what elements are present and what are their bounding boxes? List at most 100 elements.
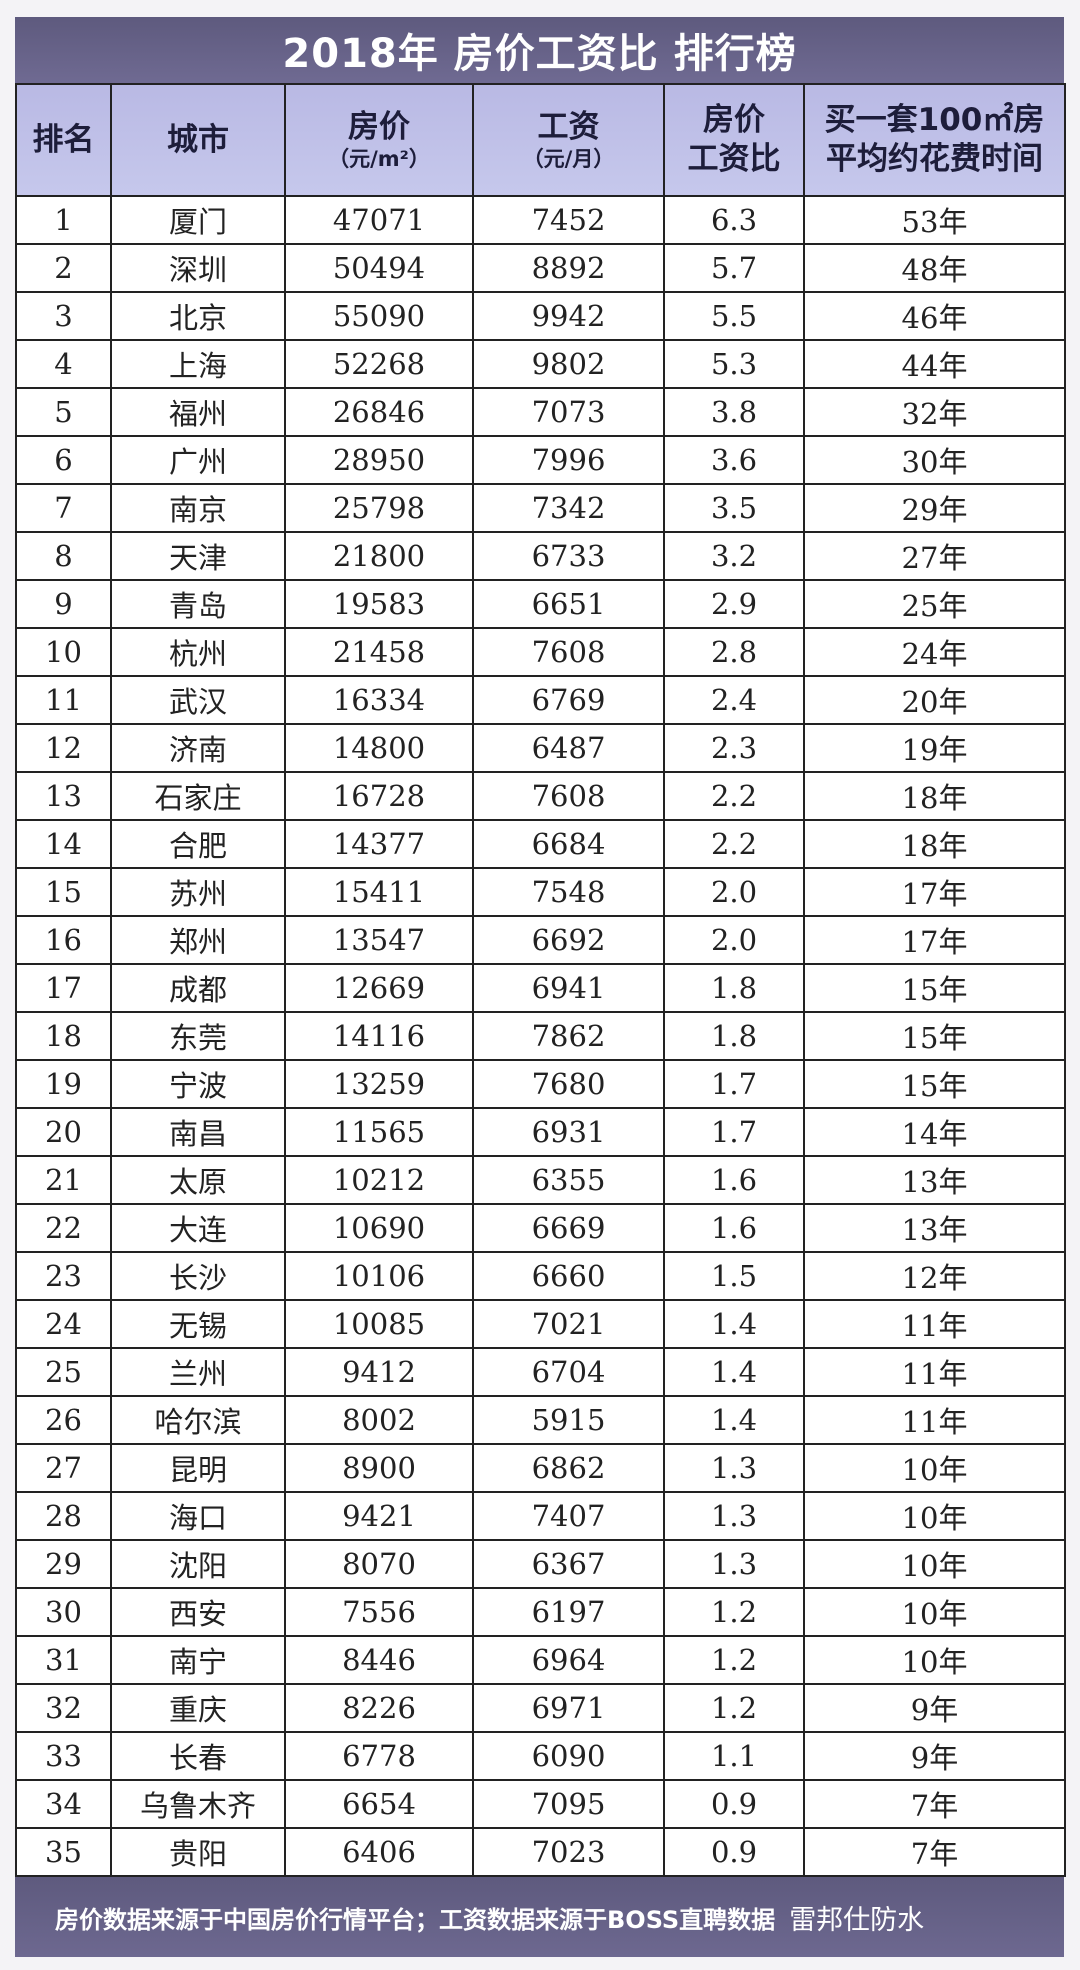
- table-cell: 4: [15, 339, 112, 389]
- table-cell: 7680: [472, 1059, 665, 1109]
- table-row: 14 合肥 14377 6684 2.2 18年: [15, 819, 1066, 869]
- table-cell: 3.5: [663, 483, 805, 533]
- table-cell: 哈尔滨: [110, 1395, 286, 1445]
- table-cell: 20年: [803, 675, 1066, 725]
- table-cell: 9年: [803, 1731, 1066, 1781]
- table-cell: 2: [15, 243, 112, 293]
- table-cell: 6971: [472, 1683, 665, 1733]
- table-cell: 6862: [472, 1443, 665, 1493]
- table-cell: 8446: [284, 1635, 474, 1685]
- table-cell: 广州: [110, 435, 286, 485]
- table-row: 28 海口 9421 7407 1.3 10年: [15, 1491, 1066, 1541]
- column-header-main: 买一套100㎡房: [824, 102, 1045, 139]
- table-cell: 23: [15, 1251, 112, 1301]
- table-cell: 15年: [803, 963, 1066, 1013]
- table-cell: 7548: [472, 867, 665, 917]
- table-cell: 6964: [472, 1635, 665, 1685]
- table-cell: 30: [15, 1587, 112, 1637]
- table-cell: 48年: [803, 243, 1066, 293]
- table-cell: 14800: [284, 723, 474, 773]
- table-cell: 7: [15, 483, 112, 533]
- table-row: 24 无锡 10085 7021 1.4 11年: [15, 1299, 1066, 1349]
- table-row: 5 福州 26846 7073 3.8 32年: [15, 387, 1066, 437]
- table-cell: 53年: [803, 195, 1066, 245]
- table-cell: 16334: [284, 675, 474, 725]
- table-cell: 厦门: [110, 195, 286, 245]
- table-cell: 石家庄: [110, 771, 286, 821]
- table-cell: 50494: [284, 243, 474, 293]
- table-cell: 西安: [110, 1587, 286, 1637]
- table-cell: 22: [15, 1203, 112, 1253]
- table-cell: 沈阳: [110, 1539, 286, 1589]
- column-header: 房价 （元/m²）: [284, 83, 474, 197]
- table-cell: 6654: [284, 1779, 474, 1829]
- table-cell: 27: [15, 1443, 112, 1493]
- table-cell: 8226: [284, 1683, 474, 1733]
- column-header-main: 房价: [348, 108, 410, 145]
- table-cell: 28: [15, 1491, 112, 1541]
- table-row: 8 天津 21800 6733 3.2 27年: [15, 531, 1066, 581]
- table-cell: 6: [15, 435, 112, 485]
- table-cell: 1.8: [663, 1011, 805, 1061]
- table-cell: 14: [15, 819, 112, 869]
- table-cell: 15: [15, 867, 112, 917]
- table-cell: 2.0: [663, 867, 805, 917]
- table-row: 23 长沙 10106 6660 1.5 12年: [15, 1251, 1066, 1301]
- table-cell: 19年: [803, 723, 1066, 773]
- table-cell: 27年: [803, 531, 1066, 581]
- table-cell: 1.2: [663, 1635, 805, 1685]
- table-cell: 10年: [803, 1635, 1066, 1685]
- table-cell: 10690: [284, 1203, 474, 1253]
- table-cell: 14377: [284, 819, 474, 869]
- table-cell: 6778: [284, 1731, 474, 1781]
- table-cell: 2.3: [663, 723, 805, 773]
- table-row: 10 杭州 21458 7608 2.8 24年: [15, 627, 1066, 677]
- table-cell: 1.2: [663, 1683, 805, 1733]
- table-cell: 21: [15, 1155, 112, 1205]
- table-cell: 9412: [284, 1347, 474, 1397]
- table-row: 9 青岛 19583 6651 2.9 25年: [15, 579, 1066, 629]
- table-cell: 6487: [472, 723, 665, 773]
- table-cell: 21458: [284, 627, 474, 677]
- table-cell: 北京: [110, 291, 286, 341]
- table-cell: 8: [15, 531, 112, 581]
- table-cell: 13259: [284, 1059, 474, 1109]
- source-text: 房价数据来源于中国房价行情平台；工资数据来源于BOSS直聘数据: [55, 1905, 776, 1934]
- table-cell: 10年: [803, 1491, 1066, 1541]
- table-cell: 9942: [472, 291, 665, 341]
- table-row: 22 大连 10690 6669 1.6 13年: [15, 1203, 1066, 1253]
- table-cell: 7996: [472, 435, 665, 485]
- table-cell: 0.9: [663, 1827, 805, 1877]
- table-cell: 24: [15, 1299, 112, 1349]
- table-cell: 7年: [803, 1827, 1066, 1877]
- table-cell: 8002: [284, 1395, 474, 1445]
- table-cell: 宁波: [110, 1059, 286, 1109]
- table-cell: 12年: [803, 1251, 1066, 1301]
- table-row: 16 郑州 13547 6692 2.0 17年: [15, 915, 1066, 965]
- column-header: 工资 （元/月）: [472, 83, 665, 197]
- table-cell: 10212: [284, 1155, 474, 1205]
- table-cell: 7021: [472, 1299, 665, 1349]
- table-cell: 1.8: [663, 963, 805, 1013]
- table-cell: 0.9: [663, 1779, 805, 1829]
- footer-source-note: 房价数据来源于中国房价行情平台；工资数据来源于BOSS直聘数据 雷邦仕防水: [15, 1877, 1064, 1957]
- table-cell: 25年: [803, 579, 1066, 629]
- column-header-main: 房价: [703, 102, 765, 139]
- table-cell: 7023: [472, 1827, 665, 1877]
- table-cell: 13年: [803, 1203, 1066, 1253]
- table-cell: 2.8: [663, 627, 805, 677]
- table-cell: 2.0: [663, 915, 805, 965]
- table-cell: 5.7: [663, 243, 805, 293]
- table-cell: 6931: [472, 1107, 665, 1157]
- table-cell: 11年: [803, 1299, 1066, 1349]
- table-cell: 2.9: [663, 579, 805, 629]
- ranking-table-card: 2018年 房价工资比 排行榜 排名 城市 房价 （元/m²） 工资 （元/月） 房价 工资比…: [15, 17, 1066, 1957]
- column-header: 房价 工资比: [663, 83, 805, 197]
- watermark-text: 雷邦仕防水: [789, 1904, 925, 1936]
- table-cell: 1.7: [663, 1107, 805, 1157]
- table-cell: 13年: [803, 1155, 1066, 1205]
- table-cell: 1: [15, 195, 112, 245]
- table-row: 21 太原 10212 6355 1.6 13年: [15, 1155, 1066, 1205]
- table-cell: 6733: [472, 531, 665, 581]
- table-cell: 31: [15, 1635, 112, 1685]
